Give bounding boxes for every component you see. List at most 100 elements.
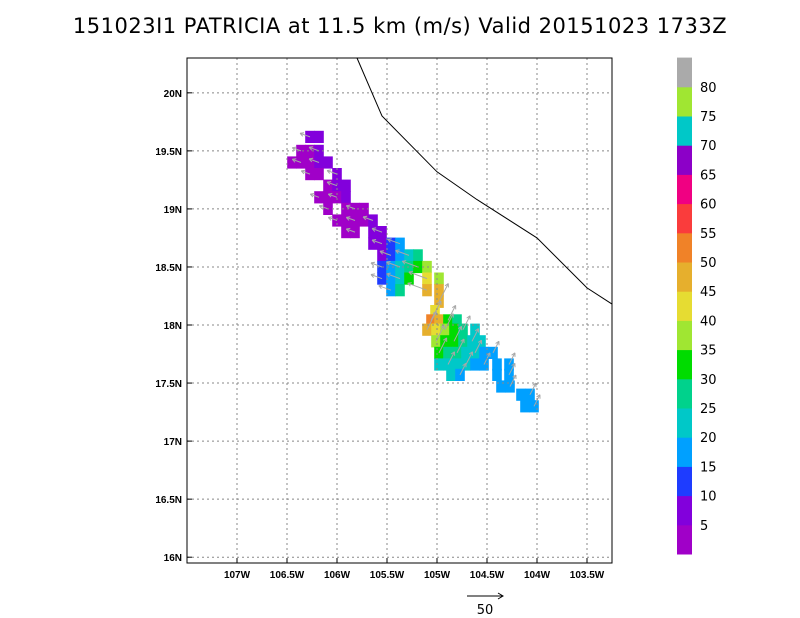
wind-vector-head xyxy=(299,132,304,137)
wind-vector-head xyxy=(458,325,462,330)
y-tick-label: 18.5N xyxy=(155,263,182,274)
coastline xyxy=(356,57,613,305)
colorbar-swatch xyxy=(677,86,692,117)
colorbar-label: 5 xyxy=(700,519,708,534)
wind-vector-head xyxy=(310,193,315,195)
wind-vector xyxy=(299,132,311,138)
swath-cell xyxy=(341,214,351,227)
swath-cell xyxy=(341,226,351,239)
colorbar-swatch xyxy=(677,174,692,205)
wind-vector xyxy=(326,170,338,175)
wind-vector-layer xyxy=(291,132,541,407)
reference-vector: 50 xyxy=(467,592,504,618)
wind-vector-head xyxy=(370,262,374,267)
wind-vector-head xyxy=(346,227,351,230)
colorbar-swatch xyxy=(677,466,692,497)
wind-vector xyxy=(465,351,473,365)
wind-vector xyxy=(471,328,479,342)
swath-cell xyxy=(314,168,324,181)
wind-vector-head xyxy=(477,339,482,343)
swath-cell xyxy=(404,272,414,285)
wind-vector-head xyxy=(512,374,517,378)
wind-vector-head xyxy=(301,169,306,172)
wind-vector-head xyxy=(326,170,331,174)
wind-vector-head xyxy=(345,228,350,233)
colorbar-label: 55 xyxy=(700,227,717,242)
swath-cell xyxy=(452,358,462,371)
swath-cell xyxy=(492,368,502,381)
wind-vector-head xyxy=(371,239,376,244)
wind-vector-head xyxy=(466,315,471,319)
wind-vector xyxy=(292,147,302,152)
wind-vector-head xyxy=(328,193,333,195)
colorbar: 5 10 15 20 25 30 35 40 45 50 55 60 65 70 75 80 xyxy=(677,57,717,555)
colorbar-label: 75 xyxy=(700,110,717,125)
wind-vector-head xyxy=(309,157,314,160)
reference-label: 50 xyxy=(477,603,494,618)
wind-vector-head xyxy=(511,352,516,356)
swath-cell xyxy=(287,156,297,169)
y-tick-label: 19.5N xyxy=(155,147,182,158)
wind-vector-head xyxy=(308,158,313,163)
wind-vector-head xyxy=(371,228,376,232)
wind-vector-head xyxy=(386,261,390,266)
wind-vector-head xyxy=(395,250,399,254)
swath-cell xyxy=(434,284,444,297)
swath-cell xyxy=(431,323,441,336)
wind-vector xyxy=(533,394,541,407)
wind-vector-head xyxy=(495,340,500,344)
wind-vector-head xyxy=(370,273,375,275)
wind-vector xyxy=(447,305,457,321)
wind-vector-head xyxy=(387,238,391,243)
wind-vector-head xyxy=(408,271,412,276)
swath-cell xyxy=(470,358,480,371)
swath-cell xyxy=(470,323,480,336)
wind-vector-head xyxy=(532,382,537,386)
wind-vector xyxy=(326,181,338,187)
x-axis: 107W 106.5W 106W 105.5W 105W 104.5W 104W 103.5W xyxy=(224,558,605,581)
wind-vector-head xyxy=(402,260,407,262)
wind-vector xyxy=(508,363,516,376)
reference-arrow-head xyxy=(497,592,504,600)
wind-vector-head xyxy=(437,300,442,304)
wind-vector-head xyxy=(372,239,377,241)
wind-vector-head xyxy=(387,238,392,240)
wind-vector-head xyxy=(309,193,314,198)
swath-cell xyxy=(323,179,333,192)
swath-cell xyxy=(449,335,459,348)
swath-cell xyxy=(434,314,444,327)
swath-cell xyxy=(377,249,387,262)
wind-vector-head xyxy=(462,362,467,367)
swath-cell xyxy=(479,346,489,359)
wind-vector-head xyxy=(379,250,383,255)
wind-vector-head xyxy=(386,261,391,263)
wind-vector-head xyxy=(292,146,297,149)
wind-vector-head xyxy=(308,146,313,151)
wind-vector xyxy=(370,274,383,280)
grid-layer xyxy=(187,58,612,563)
y-tick-label: 17N xyxy=(164,437,182,448)
swath-cell xyxy=(341,191,351,204)
wind-vector xyxy=(378,285,392,291)
wind-vector xyxy=(308,146,320,152)
x-tick-label: 103.5W xyxy=(570,570,605,581)
colorbar-label: 45 xyxy=(700,285,717,300)
wind-vector xyxy=(456,338,465,354)
chart-title: 151023I1 PATRICIA at 11.5 km (m/s) Valid… xyxy=(72,14,728,38)
wind-vector xyxy=(386,261,401,268)
wind-vector-head xyxy=(346,204,351,207)
wind-vector xyxy=(430,300,442,321)
wind-vector xyxy=(529,382,537,395)
wind-vector-head xyxy=(378,285,382,290)
colorbar-label: 50 xyxy=(700,256,717,271)
colorbar-label: 30 xyxy=(700,373,717,388)
swath-cell xyxy=(368,226,378,239)
wind-vector-head xyxy=(408,270,413,273)
swath-cell xyxy=(529,400,539,413)
wind-vector xyxy=(310,193,320,198)
swath-cell xyxy=(452,314,462,327)
swath-cell xyxy=(413,249,423,262)
colorbar-swatch xyxy=(677,437,692,467)
swath-cell xyxy=(323,156,333,169)
swath-cell xyxy=(332,179,342,192)
